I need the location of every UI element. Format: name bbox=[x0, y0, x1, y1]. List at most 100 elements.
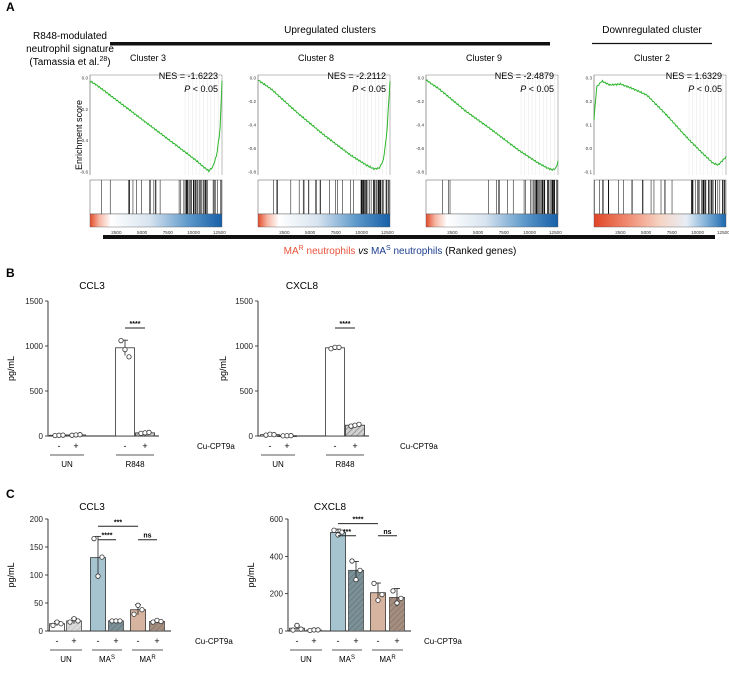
gsea-ytick-label: -0.2 bbox=[248, 99, 256, 104]
group-label: UN bbox=[61, 460, 73, 469]
significance-label: **** bbox=[130, 321, 141, 328]
treatment-sign: - bbox=[334, 441, 337, 451]
data-point bbox=[91, 535, 97, 542]
p-value: P < 0.05 bbox=[352, 84, 386, 94]
data-point bbox=[95, 573, 101, 579]
data-point bbox=[371, 580, 377, 587]
gsea-xtick-label: 5000 bbox=[473, 230, 484, 235]
panel-c-letter: C bbox=[6, 487, 15, 501]
hit-strip-frame bbox=[425, 179, 559, 215]
data-point bbox=[67, 619, 73, 625]
gsea-ytick-label: 0.2 bbox=[586, 99, 593, 104]
treatment-sign: - bbox=[124, 441, 127, 451]
bar-hatch-overlay bbox=[149, 621, 165, 631]
nes-value: NES = 1.6329 bbox=[666, 71, 722, 81]
nes-value: NES = -2.2112 bbox=[327, 71, 386, 81]
treatment-sign: - bbox=[337, 636, 340, 646]
gsea-ytick-label: -0.8 bbox=[416, 170, 424, 175]
group-label: R848 bbox=[335, 460, 355, 469]
signature-line-3: (Tamassia et al.28) bbox=[29, 56, 110, 68]
panel-a-letter: A bbox=[6, 0, 15, 14]
gsea-ytick-label: 0.0 bbox=[250, 76, 257, 81]
data-point bbox=[75, 618, 81, 624]
ranked-metric-bar bbox=[425, 213, 559, 228]
ranked-genes-bar bbox=[103, 235, 715, 239]
hit-strip-frame bbox=[257, 179, 391, 215]
data-point bbox=[294, 622, 300, 629]
chart-title: CXCL8 bbox=[314, 502, 347, 513]
gsea-xtick-label: 7500 bbox=[667, 230, 678, 235]
gsea-ytick-label: 0.0 bbox=[418, 76, 425, 81]
group-label: MAR bbox=[139, 655, 156, 664]
gsea-xtick-label: 5000 bbox=[137, 230, 148, 235]
y-tick-label: 1500 bbox=[235, 297, 253, 306]
treatment-label: Cu-CPT9a bbox=[197, 442, 235, 451]
chart-title: CXCL8 bbox=[286, 281, 319, 292]
gsea-xtick-label: 2500 bbox=[447, 230, 458, 235]
data-point bbox=[60, 432, 66, 438]
bar-chart-c: CXCL8 pg/mL 0 200 400 600 - + - + - + Cu-CPT9a UN MAS M… bbox=[246, 502, 462, 664]
data-point bbox=[158, 618, 164, 625]
gsea-xtick-label: 7500 bbox=[331, 230, 342, 235]
gsea-xtick-label: 5000 bbox=[305, 230, 316, 235]
group-label: MAS bbox=[339, 655, 355, 664]
gsea-panel: Cluster 2 0.3 0.2 0.1 0.0 -0.1 NES = 1.6329 P <… bbox=[584, 53, 729, 235]
signature-line-2: neutrophil signature bbox=[26, 44, 114, 55]
downregulated-cluster-label: Downregulated cluster bbox=[602, 25, 702, 36]
treatment-sign: + bbox=[311, 636, 316, 646]
y-axis-label: pg/mL bbox=[6, 356, 16, 381]
enrichment-curve bbox=[593, 79, 727, 166]
data-point bbox=[290, 627, 296, 633]
data-point bbox=[336, 344, 342, 350]
y-tick-label: 0 bbox=[39, 432, 44, 441]
data-point bbox=[379, 591, 385, 598]
p-value: P < 0.05 bbox=[184, 84, 218, 94]
gsea-xtick-label: 2500 bbox=[111, 230, 122, 235]
data-point bbox=[50, 622, 56, 629]
group-label: UN bbox=[272, 460, 284, 469]
nes-value: NES = -1.6223 bbox=[159, 71, 218, 81]
significance-label: *** bbox=[343, 529, 351, 536]
y-tick-label: 600 bbox=[270, 515, 284, 524]
ranked-metric-bar bbox=[89, 213, 223, 228]
y-tick-label: 150 bbox=[30, 543, 44, 552]
data-point bbox=[58, 621, 64, 627]
data-point bbox=[271, 432, 277, 438]
data-point bbox=[71, 616, 77, 622]
gsea-ytick-label: -0.2 bbox=[80, 107, 88, 112]
gsea-ytick-label: -0.8 bbox=[248, 170, 256, 175]
y-tick-label: 0 bbox=[279, 627, 284, 636]
gsea-xtick-label: 2500 bbox=[279, 230, 290, 235]
gsea-xtick-label: 10000 bbox=[355, 230, 368, 235]
y-tick-label: 50 bbox=[34, 599, 43, 608]
data-point bbox=[117, 618, 123, 624]
data-point bbox=[135, 602, 141, 608]
data-point bbox=[394, 600, 400, 606]
bar-hatch-overlay bbox=[348, 570, 364, 631]
y-axis-label: pg/mL bbox=[218, 356, 228, 381]
bar-hatch-overlay bbox=[389, 597, 405, 631]
y-tick-label: 100 bbox=[30, 571, 44, 580]
gsea-ytick-label: 0.0 bbox=[586, 146, 593, 151]
treatment-label: Cu-CPT9a bbox=[400, 442, 438, 451]
treatment-sign: + bbox=[352, 441, 357, 451]
group-label: UN bbox=[60, 655, 72, 664]
treatment-sign: + bbox=[394, 636, 399, 646]
gsea-ytick-label: 0.1 bbox=[586, 123, 593, 128]
cluster-title: Cluster 9 bbox=[466, 53, 502, 63]
treatment-sign: - bbox=[137, 636, 140, 646]
gsea-xtick-label: 12500 bbox=[549, 230, 562, 235]
treatment-sign: - bbox=[97, 636, 100, 646]
gsea-ytick-label: -0.6 bbox=[80, 170, 88, 175]
group-label: R848 bbox=[125, 460, 145, 469]
treatment-sign: - bbox=[58, 441, 61, 451]
group-label: MAR bbox=[379, 655, 396, 664]
treatment-sign: - bbox=[377, 636, 380, 646]
gsea-xtick-label: 12500 bbox=[717, 230, 729, 235]
data-point bbox=[288, 433, 294, 439]
y-axis-label: pg/mL bbox=[6, 562, 16, 587]
data-point bbox=[139, 607, 145, 613]
gsea-ytick-label: 0.0 bbox=[82, 76, 89, 81]
data-point bbox=[99, 554, 105, 560]
